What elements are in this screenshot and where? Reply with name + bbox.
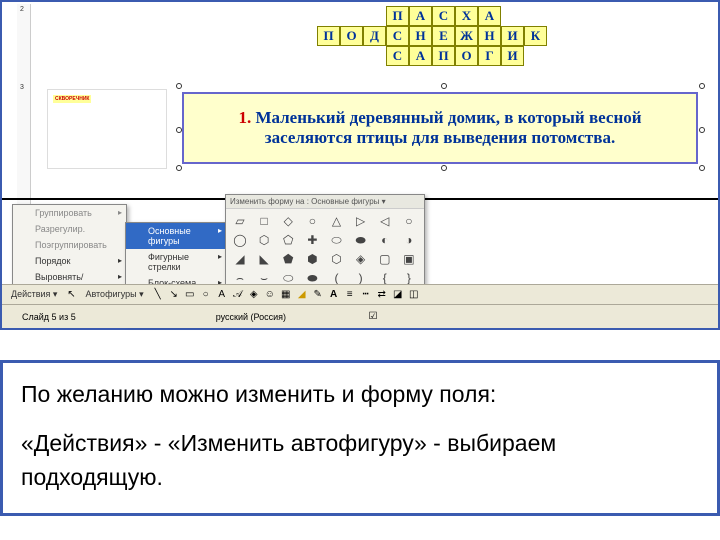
- cw-cell: А: [478, 6, 501, 26]
- language-indicator: русский (Россия): [96, 312, 366, 322]
- cm-order[interactable]: Порядок▸: [13, 253, 126, 269]
- shape-option[interactable]: □: [253, 212, 275, 230]
- dash-icon[interactable]: ┅: [359, 288, 373, 302]
- cm-ungroup[interactable]: Разрегулир.: [13, 221, 126, 237]
- slide-counter: Слайд 5 из 5: [2, 312, 96, 322]
- 3d-icon[interactable]: ◫: [407, 288, 421, 302]
- powerpoint-screenshot: 2 3 П А С Х А П О Д С Н Е Ж Н И К: [0, 0, 720, 330]
- crossword-grid: П А С Х А П О Д С Н Е Ж Н И К С А: [317, 6, 547, 66]
- cw-cell: О: [455, 46, 478, 66]
- shape-option[interactable]: ◈: [350, 250, 372, 268]
- shape-option[interactable]: ⬡: [253, 231, 275, 249]
- wordart-icon[interactable]: 𝒜: [231, 288, 245, 302]
- shadow-icon[interactable]: ◪: [391, 288, 405, 302]
- shape-option[interactable]: ▢: [374, 250, 396, 268]
- cw-cell: С: [386, 26, 409, 46]
- textbox-icon[interactable]: A: [215, 288, 229, 302]
- crossword-row-2: П О Д С Н Е Ж Н И К: [317, 26, 547, 46]
- rect-icon[interactable]: ▭: [183, 288, 197, 302]
- cw-cell: Ж: [455, 26, 478, 46]
- arrow-icon[interactable]: ↘: [167, 288, 181, 302]
- cw-cell: П: [386, 6, 409, 26]
- shape-option[interactable]: ◐: [374, 231, 396, 249]
- fontcolor-icon[interactable]: A: [327, 288, 341, 302]
- ruler-mark: 3: [20, 84, 24, 91]
- shape-option[interactable]: ⬬: [350, 231, 372, 249]
- shape-option[interactable]: ⬠: [277, 231, 299, 249]
- shape-option[interactable]: ⬢: [301, 250, 323, 268]
- cw-cell: С: [386, 46, 409, 66]
- cw-cell: П: [432, 46, 455, 66]
- instruction-line-2: «Действия» - «Изменить автофигуру» - выб…: [21, 426, 699, 495]
- cw-cell: И: [501, 26, 524, 46]
- shapes-panel-title: Изменить форму на : Основные фигуры ▾: [226, 195, 424, 209]
- cw-cell: А: [409, 46, 432, 66]
- cw-cell: Х: [455, 6, 478, 26]
- crossword-row-1: П А С Х А: [317, 6, 547, 26]
- sm-block-arrows[interactable]: Фигурные стрелки▸: [126, 249, 226, 275]
- shape-option[interactable]: ◣: [253, 250, 275, 268]
- cw-cell: Д: [363, 26, 386, 46]
- cm-group[interactable]: Группировать▸: [13, 205, 126, 221]
- picture-icon[interactable]: ▦: [279, 288, 293, 302]
- shape-option[interactable]: ◑: [398, 231, 420, 249]
- cw-cell: Н: [409, 26, 432, 46]
- shape-option[interactable]: ⬭: [326, 231, 348, 249]
- clipart-icon[interactable]: ☺: [263, 288, 277, 302]
- line-icon[interactable]: ╲: [151, 288, 165, 302]
- cw-cell: Г: [478, 46, 501, 66]
- crossword-row-3: С А П О Г И: [317, 46, 547, 66]
- cw-cell: Е: [432, 26, 455, 46]
- cw-cell: Н: [478, 26, 501, 46]
- shape-option[interactable]: ◢: [229, 250, 251, 268]
- vertical-ruler: 2 3: [17, 4, 31, 204]
- linecolor-icon[interactable]: ✎: [311, 288, 325, 302]
- cw-cell: И: [501, 46, 524, 66]
- shape-option[interactable]: ⬡: [326, 250, 348, 268]
- shape-option[interactable]: ◇: [277, 212, 299, 230]
- shape-option[interactable]: ✚: [301, 231, 323, 249]
- status-bar: Слайд 5 из 5 русский (Россия) ☑: [2, 304, 718, 328]
- shape-option[interactable]: ◁: [374, 212, 396, 230]
- clue-text: Маленький деревянный домик, в который ве…: [255, 108, 641, 147]
- shape-option[interactable]: ○: [398, 212, 420, 230]
- cw-cell: С: [432, 6, 455, 26]
- shape-option[interactable]: △: [326, 212, 348, 230]
- oval-icon[interactable]: ○: [199, 288, 213, 302]
- fill-icon[interactable]: ◢: [295, 288, 309, 302]
- shape-option[interactable]: ⬟: [277, 250, 299, 268]
- cw-cell: О: [340, 26, 363, 46]
- thumbnail-label: СКВОРЕЧНИК: [53, 95, 91, 103]
- cm-regroup[interactable]: Поэгруппировать: [13, 237, 126, 253]
- shape-option[interactable]: ▷: [350, 212, 372, 230]
- shape-option[interactable]: ▣: [398, 250, 420, 268]
- cw-cell: А: [409, 6, 432, 26]
- instruction-line-1: По желанию можно изменить и форму поля:: [21, 377, 699, 412]
- instruction-caption: По желанию можно изменить и форму поля: …: [0, 360, 720, 516]
- sm-basic-shapes[interactable]: Основные фигуры▸: [126, 223, 226, 249]
- shape-option[interactable]: ◯: [229, 231, 251, 249]
- cw-cell: П: [317, 26, 340, 46]
- shape-option[interactable]: ▱: [229, 212, 251, 230]
- shape-option[interactable]: ○: [301, 212, 323, 230]
- arrowstyle-icon[interactable]: ⇄: [375, 288, 389, 302]
- slide-thumbnail[interactable]: СКВОРЕЧНИК: [47, 89, 167, 169]
- cw-cell: К: [524, 26, 547, 46]
- lineweight-icon[interactable]: ≡: [343, 288, 357, 302]
- clue-number: 1.: [238, 108, 251, 127]
- spellcheck-icon[interactable]: ☑: [366, 310, 380, 324]
- diagram-icon[interactable]: ◈: [247, 288, 261, 302]
- pointer-icon[interactable]: ↖: [64, 288, 78, 302]
- autoshapes-button[interactable]: Автофигуры ▾: [80, 287, 148, 302]
- clue-text-box[interactable]: 1. Маленький деревянный домик, в который…: [182, 92, 698, 164]
- actions-button[interactable]: Действия ▾: [6, 287, 62, 302]
- ruler-mark: 2: [20, 6, 24, 13]
- slide-edit-area: 2 3 П А С Х А П О Д С Н Е Ж Н И К: [17, 4, 710, 204]
- drawing-toolbar: Действия ▾ ↖ Автофигуры ▾ ╲ ↘ ▭ ○ A 𝒜 ◈ …: [2, 284, 718, 304]
